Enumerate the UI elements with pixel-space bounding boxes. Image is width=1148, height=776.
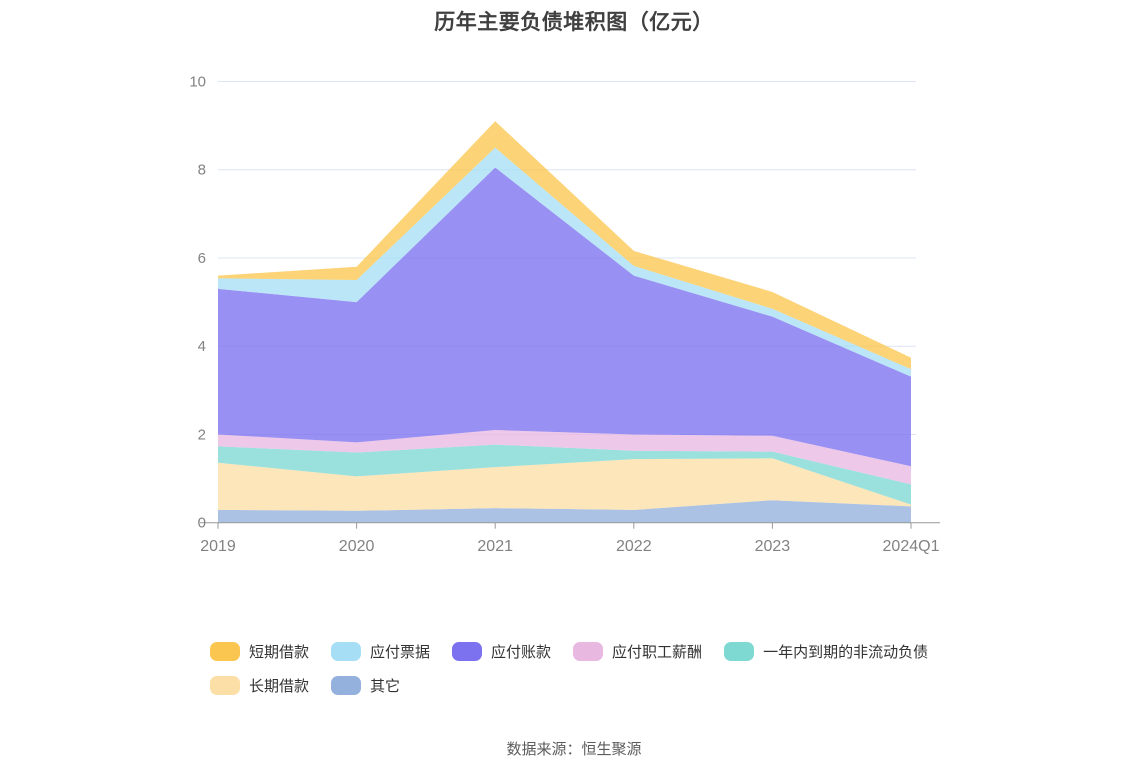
legend-swatch-notes-payable	[331, 642, 362, 661]
legend-label-notes-payable: 应付票据	[370, 644, 431, 661]
y-axis-label-8: 8	[198, 162, 206, 179]
legend-item-short-term-borrowings[interactable]: 短期借款	[210, 641, 309, 662]
legend-swatch-noncurrent-liabilities-due-within-1y	[724, 642, 755, 661]
x-axis-label-2023: 2023	[755, 538, 791, 555]
area-band-应付职工薪酬	[218, 430, 911, 485]
area-band-应付账款	[218, 167, 911, 467]
area-band-其它	[218, 500, 911, 523]
legend-row-2: 长期借款 其它	[210, 675, 970, 696]
legend-item-employee-compensation-payable[interactable]: 应付职工薪酬	[573, 641, 702, 662]
x-axis-label-2021: 2021	[477, 538, 513, 555]
legend-swatch-accounts-payable	[452, 642, 483, 661]
legend-label-noncurrent-liabilities-due-within-1y: 一年内到期的非流动负债	[763, 644, 929, 661]
x-axis-label-2022: 2022	[616, 538, 652, 555]
legend-label-employee-compensation-payable: 应付职工薪酬	[612, 644, 703, 661]
y-axis-label-4: 4	[198, 338, 206, 355]
area-band-一年内到期的非流动负债	[218, 444, 911, 505]
legend-swatch-long-term-borrowings	[210, 676, 240, 695]
legend-label-other: 其它	[370, 678, 401, 695]
y-axis-label-6: 6	[198, 250, 206, 267]
legend-swatch-employee-compensation-payable	[573, 642, 604, 661]
legend-label-long-term-borrowings: 长期借款	[249, 678, 310, 695]
legend-swatch-other	[331, 676, 362, 695]
y-axis-label-2: 2	[198, 426, 206, 443]
legend-item-notes-payable[interactable]: 应付票据	[331, 641, 430, 662]
legend-label-short-term-borrowings: 短期借款	[249, 644, 310, 661]
legend: 短期借款 应付票据 应付账款 应付职工薪酬 一年内到期的非流动负债 长期借款 其…	[210, 641, 970, 709]
x-axis-label-2019: 2019	[200, 538, 236, 555]
legend-item-accounts-payable[interactable]: 应付账款	[452, 641, 551, 662]
legend-swatch-short-term-borrowings	[210, 642, 240, 661]
legend-item-other[interactable]: 其它	[331, 675, 400, 696]
area-band-长期借款	[218, 458, 911, 511]
chart-title: 历年主要负债堆积图（亿元）	[434, 11, 714, 34]
legend-item-long-term-borrowings[interactable]: 长期借款	[210, 675, 309, 696]
y-axis-label-0: 0	[198, 515, 206, 532]
legend-item-noncurrent-liabilities-due-within-1y[interactable]: 一年内到期的非流动负债	[724, 641, 928, 662]
legend-row-1: 短期借款 应付票据 应付账款 应付职工薪酬 一年内到期的非流动负债	[210, 641, 970, 662]
y-axis-label-10: 10	[189, 74, 206, 91]
x-axis-label-2024Q1: 2024Q1	[883, 538, 940, 555]
x-axis-label-2020: 2020	[339, 538, 375, 555]
chart-canvas: 2019 2020 2021 2022 2023 2024Q1 0 2 4 6 8 10	[189, 74, 940, 555]
data-source: 数据来源：恒生聚源	[506, 741, 642, 758]
legend-label-accounts-payable: 应付账款	[491, 644, 552, 661]
